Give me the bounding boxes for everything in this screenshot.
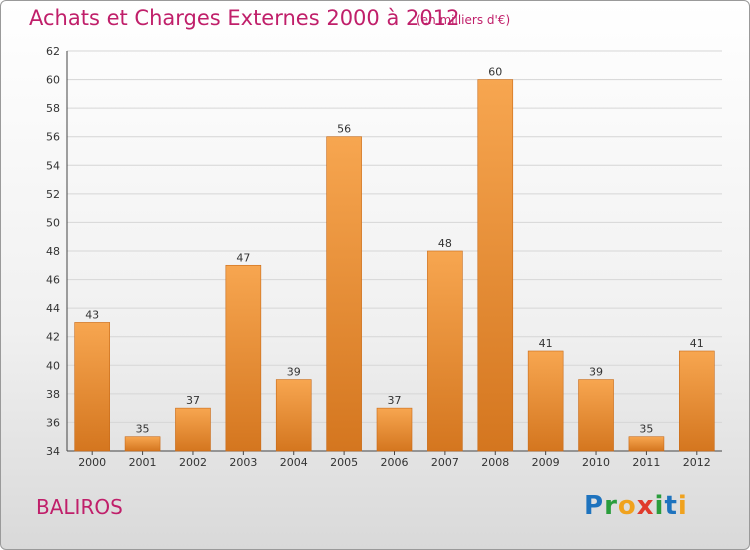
bar-2009 <box>527 350 564 452</box>
logo-letter: i <box>677 491 688 521</box>
bar-2011 <box>628 436 665 452</box>
y-tick-label: 50 <box>46 216 60 229</box>
x-tick-label: 2002 <box>179 456 207 469</box>
x-tick-label: 2005 <box>330 456 358 469</box>
proxiti-logo: Proxiti <box>584 491 688 521</box>
x-tick-label: 2003 <box>229 456 257 469</box>
x-tick-label: 2011 <box>632 456 660 469</box>
y-tick-label: 44 <box>46 302 60 315</box>
value-label: 48 <box>438 237 452 250</box>
value-label: 60 <box>488 66 502 79</box>
value-label: 39 <box>287 366 301 379</box>
y-tick-label: 62 <box>46 45 60 58</box>
y-tick-label: 48 <box>46 245 60 258</box>
y-tick-label: 36 <box>46 416 60 429</box>
logo-letter: i <box>654 491 665 521</box>
value-label: 47 <box>236 251 250 264</box>
x-tick-label: 2007 <box>431 456 459 469</box>
y-tick-label: 40 <box>46 359 60 372</box>
bar-2004 <box>275 379 312 452</box>
value-label: 35 <box>136 423 150 436</box>
logo-letter: P <box>584 491 605 521</box>
bar-2005 <box>326 136 362 452</box>
value-label: 37 <box>186 394 200 407</box>
commune-name: BALIROS <box>36 495 123 519</box>
x-tick-label: 2001 <box>129 456 157 469</box>
bar-2012 <box>679 350 715 452</box>
y-tick-label: 56 <box>46 131 60 144</box>
bar-2002 <box>175 407 211 452</box>
x-tick-label: 2006 <box>381 456 409 469</box>
x-tick-label: 2012 <box>683 456 711 469</box>
bar-2008 <box>477 79 514 452</box>
x-tick-label: 2010 <box>582 456 610 469</box>
bar-2007 <box>427 250 463 452</box>
y-tick-label: 54 <box>46 159 60 172</box>
value-label: 37 <box>388 394 402 407</box>
value-label: 35 <box>639 423 653 436</box>
y-tick-label: 46 <box>46 274 60 287</box>
y-tick-label: 34 <box>46 445 60 458</box>
value-label: 39 <box>589 366 603 379</box>
logo-letter: r <box>604 491 618 521</box>
value-label: 41 <box>690 337 704 350</box>
chart-title: Achats et Charges Externes 2000 à 2012 <box>29 6 460 30</box>
value-label: 43 <box>85 308 99 321</box>
bar-2003 <box>225 264 262 452</box>
bar-2000 <box>74 322 110 452</box>
y-tick-label: 58 <box>46 102 60 115</box>
x-tick-label: 2009 <box>532 456 560 469</box>
y-tick-label: 42 <box>46 331 60 344</box>
logo-letter: t <box>664 491 678 521</box>
y-tick-label: 52 <box>46 188 60 201</box>
bar-2010 <box>578 379 614 452</box>
chart-subtitle: (en milliers d'€) <box>416 13 511 27</box>
bar-2001 <box>124 436 161 452</box>
value-label: 56 <box>337 123 351 136</box>
logo-letter: o <box>617 491 637 521</box>
logo-letter: x <box>636 491 655 521</box>
x-tick-label: 2008 <box>481 456 509 469</box>
x-tick-label: 2000 <box>78 456 106 469</box>
bar-2006 <box>376 407 413 452</box>
value-label: 41 <box>539 337 553 350</box>
y-tick-label: 60 <box>46 74 60 87</box>
x-tick-label: 2004 <box>280 456 308 469</box>
y-tick-label: 38 <box>46 388 60 401</box>
